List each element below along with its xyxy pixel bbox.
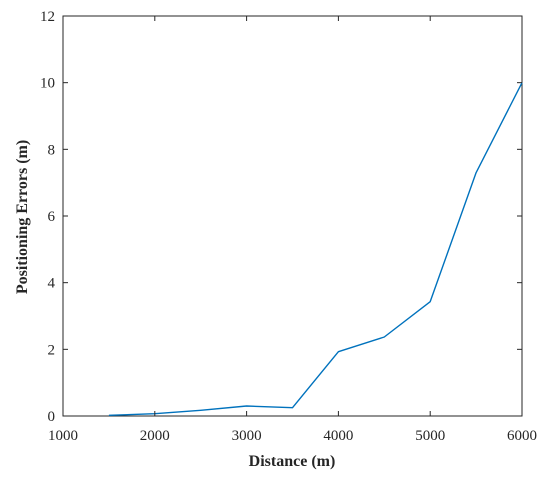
- x-tick-label: 5000: [415, 428, 445, 444]
- y-tick-label: 12: [40, 9, 55, 25]
- plot-area-box: [62, 15, 523, 417]
- y-tick-label: 6: [48, 209, 56, 225]
- x-tick-label: 3000: [232, 428, 262, 444]
- y-tick-label: 4: [48, 276, 56, 292]
- x-axis-label: Distance (m): [249, 453, 336, 470]
- y-tick-label: 2: [48, 342, 56, 358]
- x-tick-label: 1000: [48, 428, 78, 444]
- x-tick-label: 2000: [140, 428, 170, 444]
- y-axis-label: Positioning Errors (m): [14, 140, 31, 294]
- x-tick-label: 4000: [323, 428, 353, 444]
- y-tick-label: 10: [40, 76, 55, 92]
- y-tick-label: 0: [48, 409, 56, 425]
- y-tick-label: 8: [48, 142, 56, 158]
- series-line-0: [108, 82, 523, 417]
- x-tick-label: 6000: [507, 428, 537, 444]
